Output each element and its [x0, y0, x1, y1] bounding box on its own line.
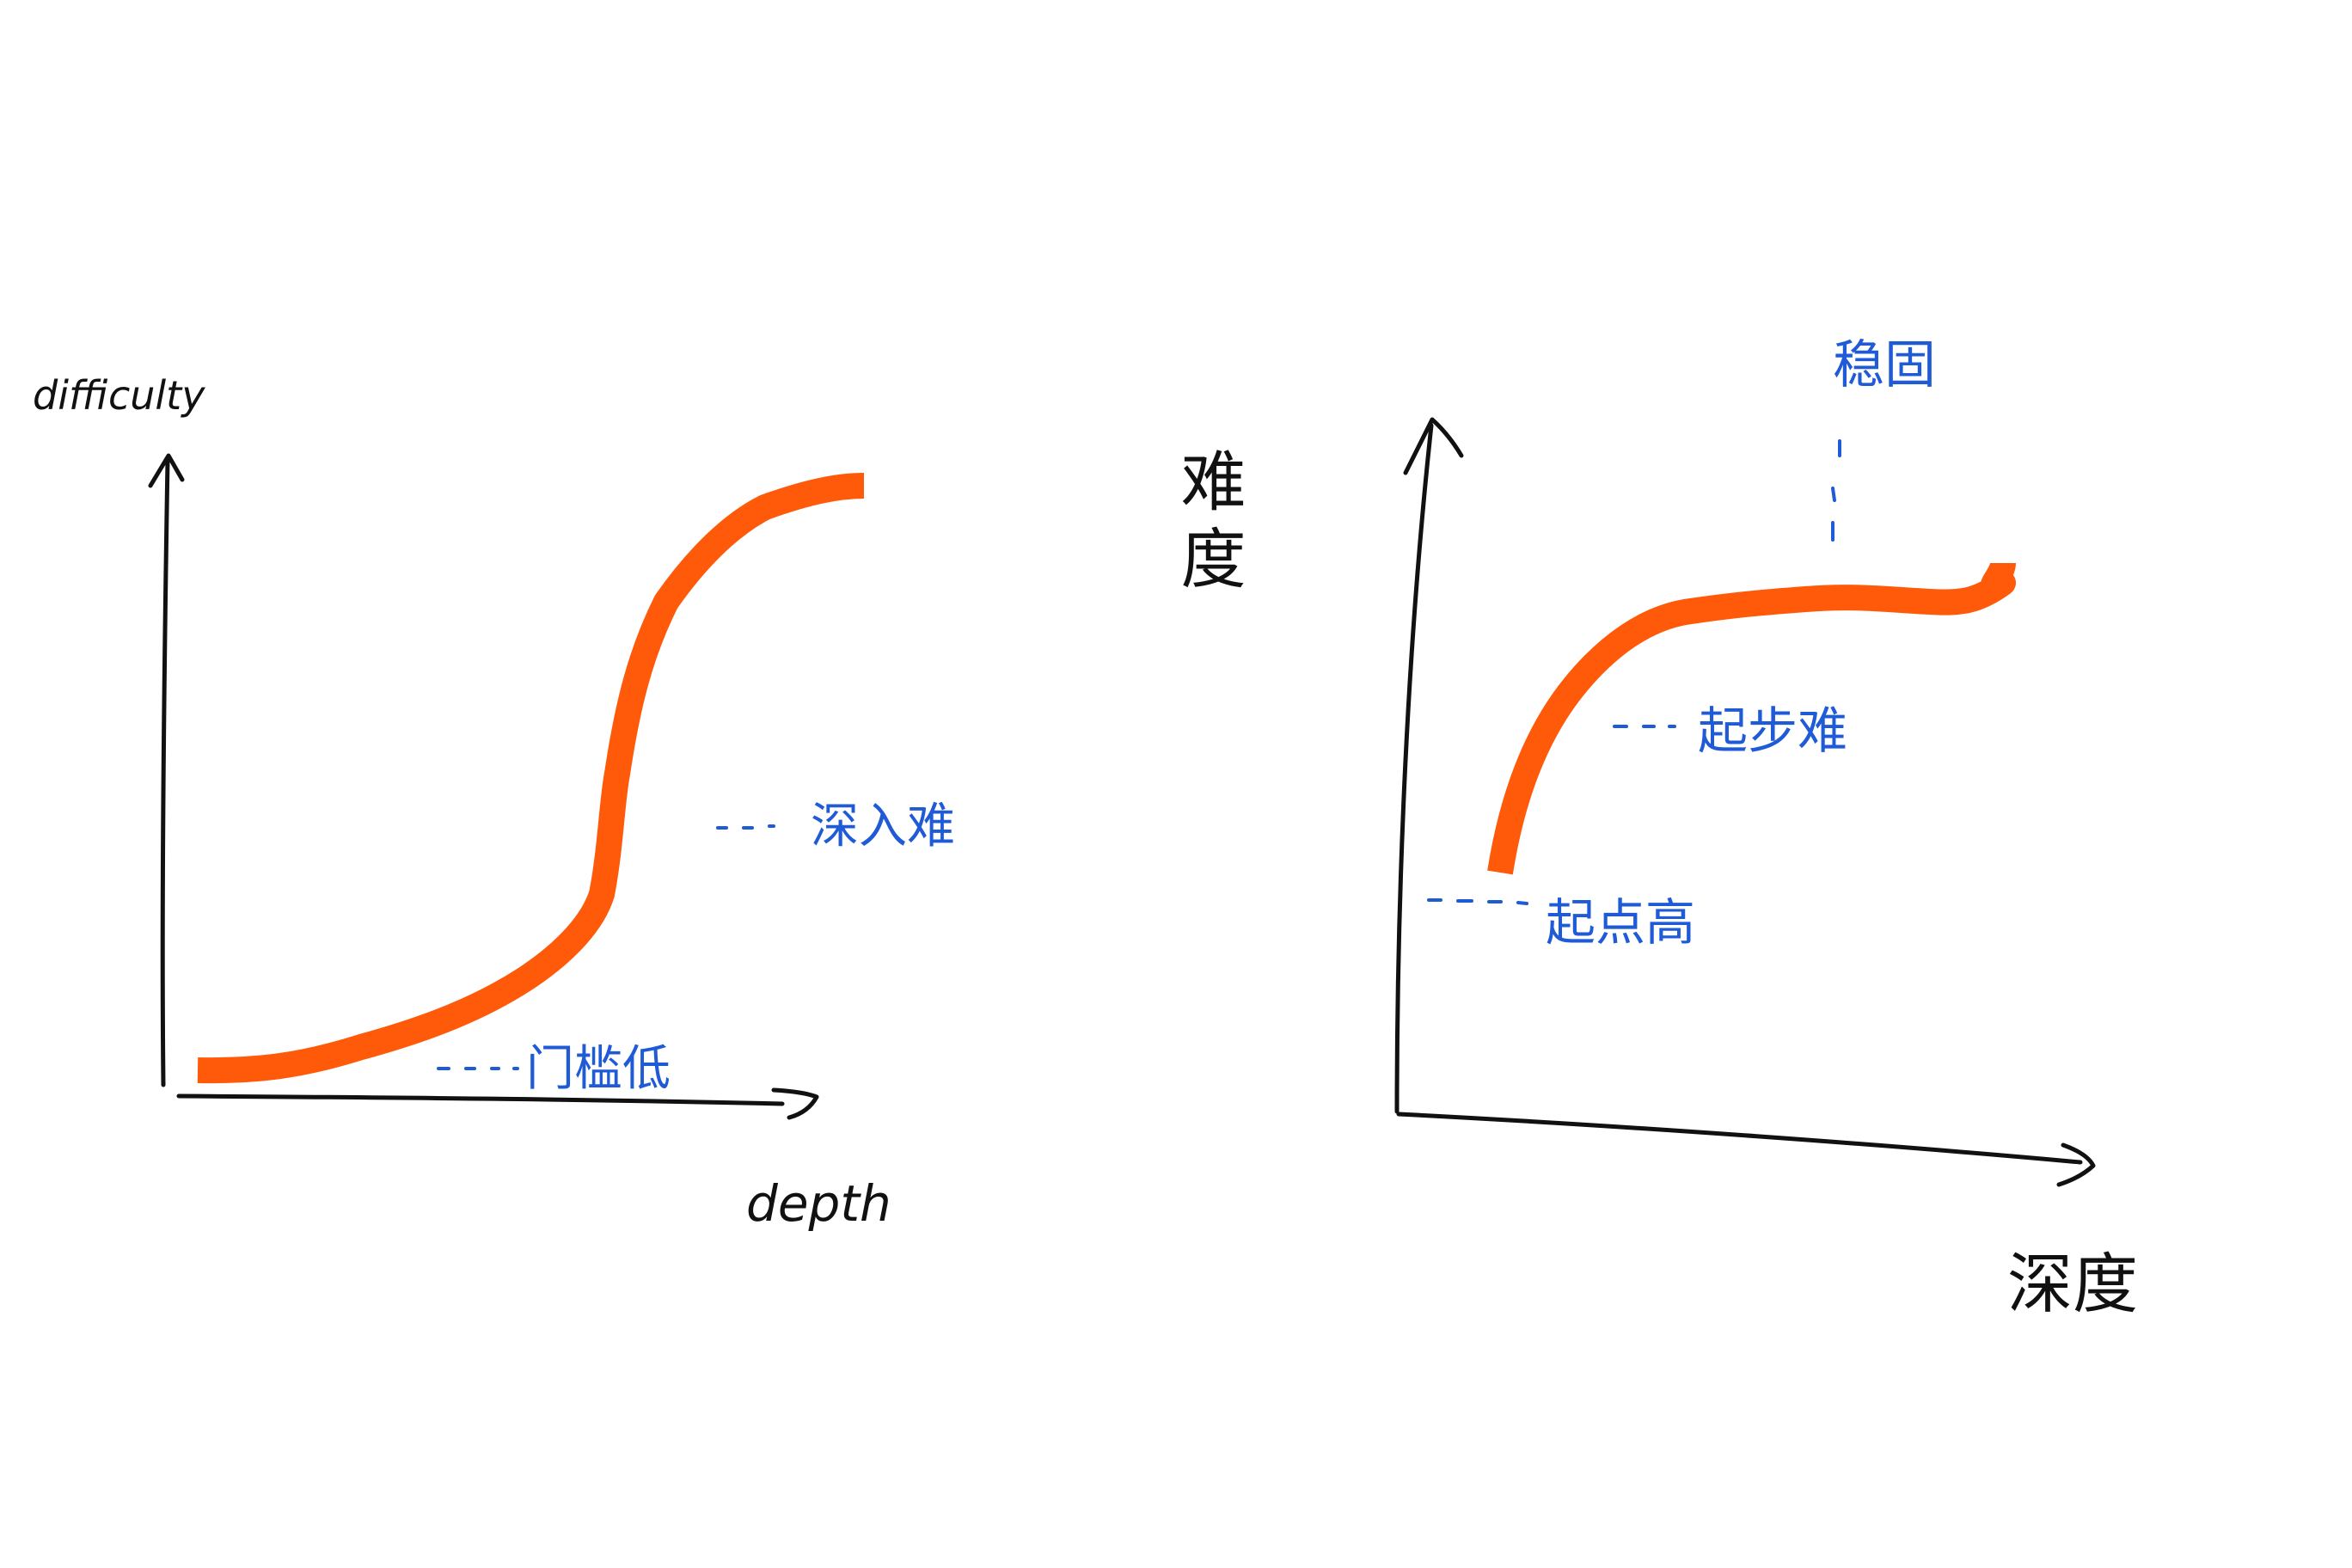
right-y-axis-arrowhead	[1403, 417, 1464, 475]
right-y-axis-label: 难度	[1170, 447, 1246, 602]
left-difficulty-curve	[197, 473, 865, 1084]
right-high-start-annotation: 起点高	[1546, 893, 1695, 952]
right-y-axis	[1394, 423, 1434, 1114]
left-low-start-annotation: 门槛低	[526, 1041, 671, 1097]
left-y-axis-label: difficulty	[33, 372, 205, 419]
left-steep-rise-leader	[716, 824, 775, 830]
left-y-axis	[160, 457, 170, 1087]
left-steep-rise-annotation: 深入难	[811, 799, 955, 854]
right-x-axis	[1396, 1112, 2083, 1165]
right-chart: 难度 深度 稳固 起步难 起点高	[1170, 335, 2139, 1322]
left-chart: difficulty depth 深入难 门槛低	[33, 372, 955, 1233]
left-y-axis-arrowhead	[148, 453, 185, 488]
left-x-axis-arrowhead	[771, 1087, 819, 1120]
left-x-axis-label: depth	[746, 1174, 891, 1233]
right-x-axis-label: 深度	[2007, 1246, 2138, 1322]
right-plateau-leader	[1831, 439, 1841, 542]
right-difficulty-curve	[1487, 560, 2016, 875]
right-high-start-leader	[1427, 898, 1528, 905]
right-rising-annotation: 起步难	[1698, 701, 1847, 760]
right-x-axis-arrowhead	[2056, 1142, 2096, 1187]
left-x-axis	[176, 1093, 785, 1106]
right-plateau-annotation: 稳固	[1833, 335, 1936, 395]
